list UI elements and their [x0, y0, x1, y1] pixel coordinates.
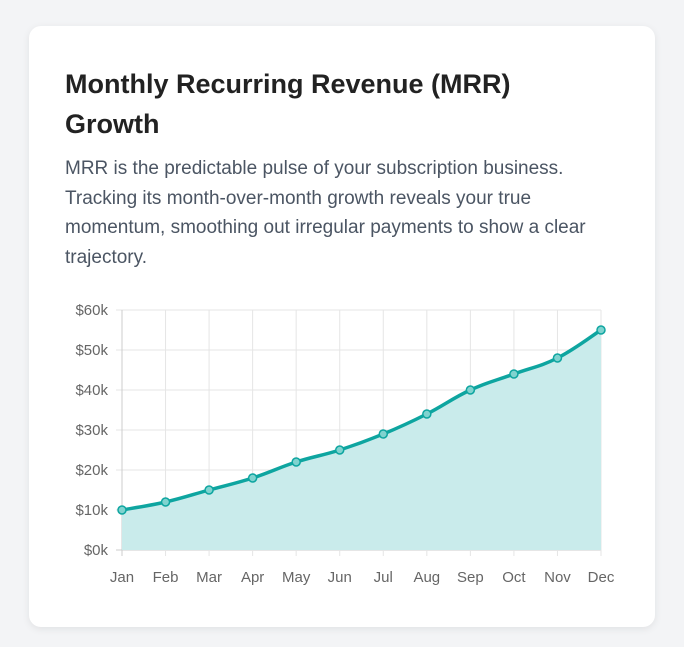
card-title: Monthly Recurring Revenue (MRR) Growth: [65, 69, 511, 139]
y-tick-label: $10k: [75, 502, 108, 519]
x-tick-label: Feb: [153, 569, 179, 586]
data-point: [204, 485, 214, 495]
x-tick-label: Nov: [544, 569, 571, 586]
x-tick-label: Mar: [196, 569, 222, 586]
data-point: [552, 353, 563, 363]
data-point: [247, 473, 258, 483]
x-tick-label: Aug: [413, 569, 440, 586]
data-point: [117, 505, 127, 515]
y-tick-label: $0k: [84, 542, 109, 559]
area-fill: [122, 330, 601, 550]
y-tick-label: $30k: [75, 422, 108, 439]
data-point: [160, 497, 171, 507]
x-tick-label: Oct: [502, 569, 526, 586]
x-tick-label: Sep: [457, 569, 484, 586]
y-tick-label: $40k: [75, 382, 108, 399]
x-tick-label: May: [282, 569, 311, 586]
data-point: [596, 325, 606, 335]
data-point: [465, 385, 476, 395]
x-tick-label: Jul: [374, 569, 393, 586]
y-tick-label: $60k: [75, 302, 108, 319]
card-description: MRR is the predictable pulse of your sub…: [65, 158, 586, 268]
data-point: [291, 457, 301, 467]
y-tick-label: $50k: [75, 342, 108, 359]
x-tick-label: Dec: [588, 569, 615, 586]
data-point: [509, 369, 519, 379]
data-point: [422, 409, 432, 419]
x-tick-label: Jan: [110, 569, 134, 586]
data-point: [378, 429, 389, 439]
data-point: [334, 445, 345, 455]
y-tick-label: $20k: [75, 462, 108, 479]
x-tick-label: Apr: [241, 569, 264, 586]
x-tick-label: Jun: [328, 569, 352, 586]
